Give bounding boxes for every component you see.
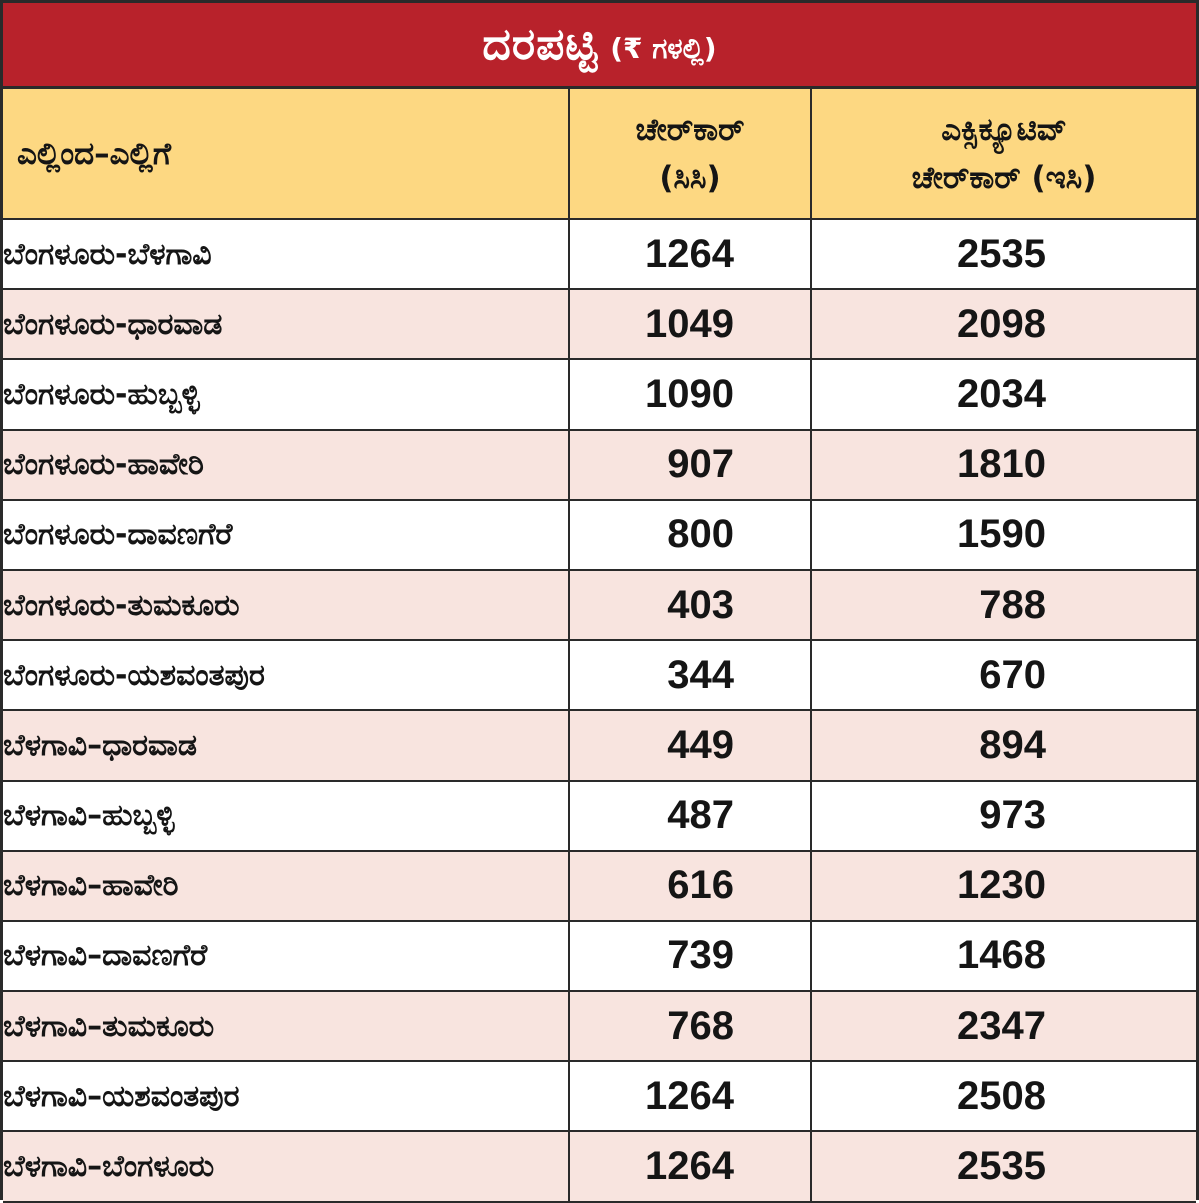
executive-chair-car-fare-cell: 788 xyxy=(810,568,1196,642)
route-cell: ಬೆಂಗಳೂರು-ಹಾವೇರಿ xyxy=(3,428,570,501)
currency-note: (₹ ಗಳಲ್ಲಿ) xyxy=(610,31,717,65)
column-header-route: ಎಲ್ಲಿಂದ–ಎಲ್ಲಿಗೆ xyxy=(3,89,570,220)
executive-chair-car-fare-cell: 1230 xyxy=(810,849,1196,922)
fare-table: ಎಲ್ಲಿಂದ–ಎಲ್ಲಿಗೆ ಚೇರ್‌ಕಾರ್ (ಸಿಸಿ) ಎಕ್ಸಿಕ್… xyxy=(3,89,1196,1203)
chair-car-fare-cell: 1264 xyxy=(568,1130,812,1203)
fare-table-body: ಬೆಂಗಳೂರು-ಬೆಳಗಾವಿ 1264 2535 ಬೆಂಗಳೂರು-ಧಾರವಾಡ 1… xyxy=(3,217,1196,1203)
route-cell: ಬೆಂಗಳೂರು-ಬೆಳಗಾವಿ xyxy=(3,217,570,291)
table-row: ಬೆಳಗಾವಿ–ಯಶವಂತಪುರ 1264 2508 xyxy=(3,1060,1196,1133)
chair-car-fare-cell: 907 xyxy=(568,428,812,501)
executive-chair-car-fare-cell: 1468 xyxy=(810,919,1196,993)
route-cell: ಬೆಳಗಾವಿ–ಹುಬ್ಬಳ್ಳಿ xyxy=(3,779,570,852)
chair-car-fare-cell: 800 xyxy=(568,498,812,571)
executive-chair-car-fare-cell: 2535 xyxy=(810,1130,1196,1203)
executive-chair-car-fare-cell: 2098 xyxy=(810,288,1196,361)
route-cell: ಬೆಳಗಾವಿ–ದಾವಣಗೆರೆ xyxy=(3,919,570,993)
route-cell: ಬೆಂಗಳೂರು-ಯಶವಂತಪುರ xyxy=(3,639,570,712)
table-title: ದರಪಟ್ಟಿ xyxy=(482,19,599,70)
chair-car-fare-cell: 768 xyxy=(568,990,812,1063)
route-cell: ಬೆಳಗಾವಿ–ಧಾರವಾಡ xyxy=(3,709,570,782)
chair-car-header-line1: ಚೇರ್‌ಕಾರ್ xyxy=(635,111,745,148)
route-header-label: ಎಲ್ಲಿಂದ–ಎಲ್ಲಿಗೆ xyxy=(17,135,171,172)
executive-chair-car-fare-cell: 2347 xyxy=(810,990,1196,1063)
table-row: ಬೆಳಗಾವಿ–ಹುಬ್ಬಳ್ಳಿ 487 973 xyxy=(3,779,1196,852)
chair-car-fare-cell: 449 xyxy=(568,709,812,782)
table-row: ಬೆಂಗಳೂರು-ತುಮಕೂರು 403 788 xyxy=(3,568,1196,642)
title-bar: ದರಪಟ್ಟಿ (₹ ಗಳಲ್ಲಿ) xyxy=(3,3,1196,89)
executive-chair-car-fare-cell: 2034 xyxy=(810,358,1196,431)
chair-car-fare-cell: 739 xyxy=(568,919,812,993)
executive-chair-car-fare-cell: 894 xyxy=(810,709,1196,782)
table-row: ಬೆಂಗಳೂರು-ಯಶವಂತಪುರ 344 670 xyxy=(3,639,1196,712)
route-cell: ಬೆಳಗಾವಿ–ಹಾವೇರಿ xyxy=(3,849,570,922)
table-row: ಬೆಳಗಾವಿ–ದಾವಣಗೆರೆ 739 1468 xyxy=(3,919,1196,993)
route-cell: ಬೆಳಗಾವಿ–ಯಶವಂತಪುರ xyxy=(3,1060,570,1133)
route-cell: ಬೆಂಗಳೂರು-ಹುಬ್ಬಳ್ಳಿ xyxy=(3,358,570,431)
chair-car-fare-cell: 1264 xyxy=(568,1060,812,1133)
executive-chair-car-fare-cell: 2508 xyxy=(810,1060,1196,1133)
table-row: ಬೆಳಗಾವಿ–ತುಮಕೂರು 768 2347 xyxy=(3,990,1196,1063)
column-header-executive-chair-car: ಎಕ್ಸಿಕ್ಯೂಟಿವ್ ಚೇರ್‌ಕಾರ್ (ಇಸಿ) xyxy=(810,89,1196,220)
column-header-chair-car: ಚೇರ್‌ಕಾರ್ (ಸಿಸಿ) xyxy=(568,89,812,220)
chair-car-header-line2: (ಸಿಸಿ) xyxy=(659,159,721,196)
chair-car-fare-cell: 1049 xyxy=(568,288,812,361)
header-row: ಎಲ್ಲಿಂದ–ಎಲ್ಲಿಗೆ ಚೇರ್‌ಕಾರ್ (ಸಿಸಿ) ಎಕ್ಸಿಕ್… xyxy=(3,89,1196,220)
route-cell: ಬೆಂಗಳೂರು-ಧಾರವಾಡ xyxy=(3,288,570,361)
table-row: ಬೆಳಗಾವಿ–ಹಾವೇರಿ 616 1230 xyxy=(3,849,1196,922)
route-cell: ಬೆಳಗಾವಿ–ಬೆಂಗಳೂರು xyxy=(3,1130,570,1203)
table-row: ಬೆಂಗಳೂರು-ಧಾರವಾಡ 1049 2098 xyxy=(3,288,1196,361)
executive-chair-car-fare-cell: 973 xyxy=(810,779,1196,852)
executive-chair-car-fare-cell: 670 xyxy=(810,639,1196,712)
exec-chair-car-header-line1: ಎಕ್ಸಿಕ್ಯೂಟಿವ್ xyxy=(941,111,1067,148)
table-row: ಬೆಂಗಳೂರು-ದಾವಣಗೆರೆ 800 1590 xyxy=(3,498,1196,571)
table-row: ಬೆಂಗಳೂರು-ಹಾವೇರಿ 907 1810 xyxy=(3,428,1196,501)
chair-car-fare-cell: 1264 xyxy=(568,217,812,291)
chair-car-fare-cell: 403 xyxy=(568,568,812,642)
chair-car-fare-cell: 616 xyxy=(568,849,812,922)
executive-chair-car-fare-cell: 1590 xyxy=(810,498,1196,571)
table-row: ಬೆಂಗಳೂರು-ಬೆಳಗಾವಿ 1264 2535 xyxy=(3,217,1196,291)
exec-chair-car-header-line2: ಚೇರ್‌ಕಾರ್ (ಇಸಿ) xyxy=(911,159,1097,196)
chair-car-fare-cell: 487 xyxy=(568,779,812,852)
route-cell: ಬೆಂಗಳೂರು-ದಾವಣಗೆರೆ xyxy=(3,498,570,571)
executive-chair-car-fare-cell: 2535 xyxy=(810,217,1196,291)
route-cell: ಬೆಳಗಾವಿ–ತುಮಕೂರು xyxy=(3,990,570,1063)
chair-car-fare-cell: 1090 xyxy=(568,358,812,431)
chair-car-fare-cell: 344 xyxy=(568,639,812,712)
table-row: ಬೆಂಗಳೂರು-ಹುಬ್ಬಳ್ಳಿ 1090 2034 xyxy=(3,358,1196,431)
route-cell: ಬೆಂಗಳೂರು-ತುಮಕೂರು xyxy=(3,568,570,642)
executive-chair-car-fare-cell: 1810 xyxy=(810,428,1196,501)
table-row: ಬೆಳಗಾವಿ–ಧಾರವಾಡ 449 894 xyxy=(3,709,1196,782)
table-row: ಬೆಳಗಾವಿ–ಬೆಂಗಳೂರು 1264 2535 xyxy=(3,1130,1196,1203)
